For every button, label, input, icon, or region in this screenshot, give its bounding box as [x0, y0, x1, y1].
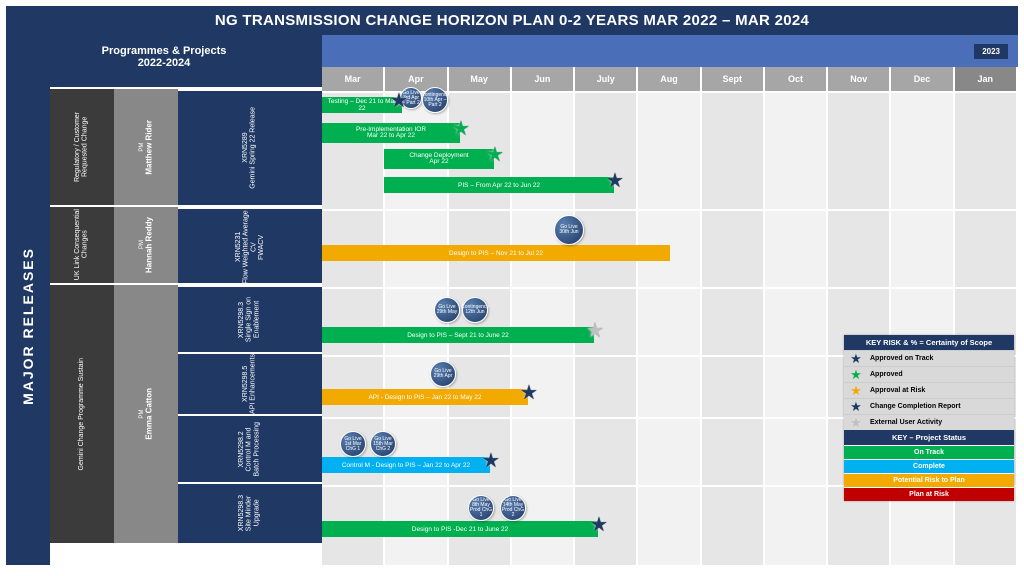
main-layout: Programmes & Projects 2022-2024 MAJOR RE… — [6, 35, 1018, 565]
month-jan: Jan — [955, 67, 1018, 91]
month-aug: Aug — [638, 67, 701, 91]
gantt-bar: PIS – From Apr 22 to Jun 22 — [384, 177, 614, 193]
legend-status-row: Plan at Risk — [844, 487, 1014, 501]
category-cell: Regulatory / Customer Requested Change — [50, 89, 114, 205]
gantt-bar: Pre-Implementation IOR Mar 22 to Apr 22 — [322, 123, 460, 143]
row-labels: Regulatory / Customer Requested ChangePM… — [50, 87, 322, 565]
pm-cell: PMEmma Catton — [114, 285, 178, 543]
star-icon: ★ — [844, 367, 868, 383]
page-title: NG TRANSMISSION CHANGE HORIZON PLAN 0-2 … — [6, 6, 1018, 35]
project-cell: XRN5298.5 API Enhancements — [178, 352, 322, 414]
gantt-bar: Design to PIS – Nov 21 to Jul 22 — [322, 245, 670, 261]
star-icon: ★ — [844, 415, 868, 431]
project-cell: XRN5289 Gemini Spring 22 Release — [178, 89, 322, 205]
legend-risk-row: ★Approved — [844, 366, 1014, 382]
month-mar: Mar — [322, 67, 385, 91]
month-oct: Oct — [765, 67, 828, 91]
legend-status-row: On Track — [844, 445, 1014, 459]
legend-risk-row: ★External User Activity — [844, 414, 1014, 430]
category-cell: Gemini Change Programme Sustain — [50, 285, 114, 543]
legend-risk-row: ★Change Completion Report — [844, 398, 1014, 414]
month-jun: Jun — [512, 67, 575, 91]
gantt-area: Testing – Dec 21 to Mar 22Pre-Implementa… — [322, 91, 1018, 565]
year-pill: 2023 — [974, 44, 1008, 59]
legend-status-items: On TrackCompletePotential Risk to PlanPl… — [844, 445, 1014, 501]
project-cell: XRN5298.3 Single Sign on Enablement — [178, 285, 322, 352]
milestone-bubble: Go Live 30th Jun — [554, 215, 584, 245]
project-cell: XRN5231 Flow Weighted Average CV FWACV — [178, 207, 322, 285]
gantt-bar: Design to PIS -Dec 21 to June 22 — [322, 521, 598, 537]
legend-risk-row: ★Approval at Risk — [844, 382, 1014, 398]
milestone-bubble: Go Live 14th May Prod ChG 2 — [500, 495, 526, 521]
month-sept: Sept — [702, 67, 765, 91]
month-nov: Nov — [828, 67, 891, 91]
programmes-header: Programmes & Projects 2022-2024 — [6, 35, 322, 87]
star-icon: ★ — [450, 117, 472, 139]
row-group: UK Link Consequential ChangesPMHannah Re… — [50, 205, 322, 283]
milestone-bubble: Go Live 29th Apr — [430, 361, 456, 387]
star-icon: ★ — [588, 513, 610, 535]
milestone-bubble: Contingency 12th Jun — [462, 297, 488, 323]
project-cell: XRN5298.3 Site Minder Upgrade — [178, 482, 322, 543]
months-row: MarAprMayJunJulyAugSeptOctNovDecJan — [322, 67, 1018, 91]
left-column: Programmes & Projects 2022-2024 MAJOR RE… — [6, 35, 322, 565]
star-icon: ★ — [584, 319, 606, 341]
gantt-bar: Control M - Design to PIS – Jan 22 to Ap… — [322, 457, 490, 473]
legend-risk-row: ★Approved on Track — [844, 350, 1014, 366]
category-cell: UK Link Consequential Changes — [50, 207, 114, 283]
milestone-bubble: Go Live 29th May — [434, 297, 460, 323]
row-group: Regulatory / Customer Requested ChangePM… — [50, 87, 322, 205]
project-cell: XRN5298.2 Control M and Batch Processing — [178, 414, 322, 481]
year-band: 2023 — [322, 35, 1018, 67]
milestone-bubble: Go Live 1st Mar ChG 1 — [340, 431, 366, 457]
major-releases-label: MAJOR RELEASES — [6, 87, 50, 565]
rows-wrapper: MAJOR RELEASES Regulatory / Customer Req… — [6, 87, 322, 565]
legend-status-row: Potential Risk to Plan — [844, 473, 1014, 487]
star-icon: ★ — [388, 89, 410, 111]
milestone-bubble: Go Live 8th May Prod ChG 1 — [468, 495, 494, 521]
pm-cell: PMHannah Reddy — [114, 207, 178, 283]
month-may: May — [449, 67, 512, 91]
right-column: 2023 MarAprMayJunJulyAugSeptOctNovDecJan… — [322, 35, 1018, 565]
star-icon: ★ — [480, 449, 502, 471]
row-group: Gemini Change Programme SustainPMEmma Ca… — [50, 283, 322, 543]
month-july: July — [575, 67, 638, 91]
pm-cell: PMMatthew Rider — [114, 89, 178, 205]
gantt-bar: Design to PIS – Sept 21 to June 22 — [322, 327, 594, 343]
legend-risk-items: ★Approved on Track★Approved★Approval at … — [844, 350, 1014, 430]
gantt-bar: API - Design to PIS – Jan 22 to May 22 — [322, 389, 528, 405]
star-icon: ★ — [844, 351, 868, 367]
milestone-bubble: Go Live 15th Mar ChG 2 — [370, 431, 396, 457]
horizon-plan-page: NG TRANSMISSION CHANGE HORIZON PLAN 0-2 … — [0, 0, 1024, 576]
star-icon: ★ — [518, 381, 540, 403]
star-icon: ★ — [604, 169, 626, 191]
star-icon: ★ — [844, 383, 868, 399]
legend-status-header: KEY – Project Status — [844, 430, 1014, 445]
milestone-bubble: Contingency 10th Apr – Part 2 — [422, 87, 448, 113]
legend-risk-header: KEY RISK & % = Certainty of Scope — [844, 335, 1014, 350]
star-icon: ★ — [844, 399, 868, 415]
month-dec: Dec — [891, 67, 954, 91]
legend-status-row: Complete — [844, 459, 1014, 473]
legend: KEY RISK & % = Certainty of Scope ★Appro… — [844, 335, 1014, 501]
star-icon: ★ — [484, 143, 506, 165]
gantt-bar: Change Deployment Apr 22 — [384, 149, 494, 169]
